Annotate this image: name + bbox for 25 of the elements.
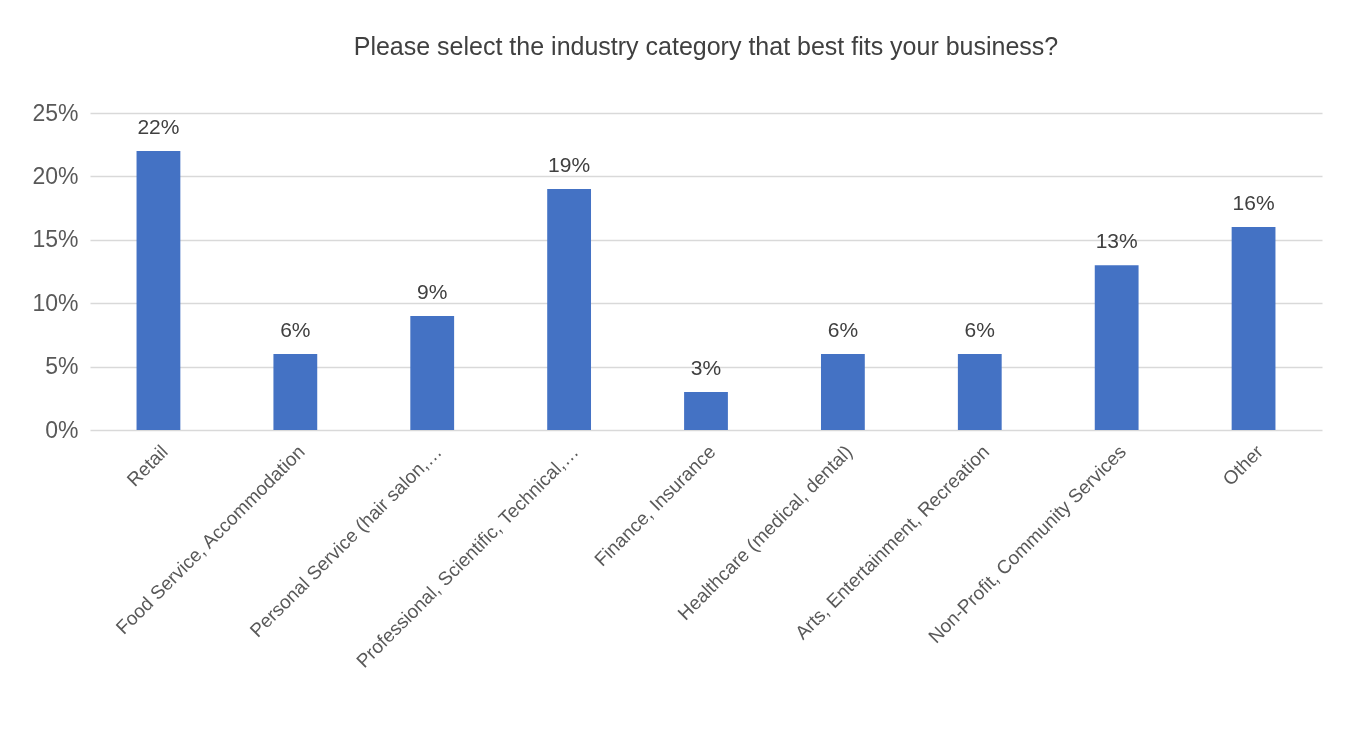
bar <box>820 353 865 430</box>
data-label: 3% <box>690 355 722 379</box>
bar <box>547 189 592 430</box>
data-label: 13% <box>1095 229 1138 253</box>
data-label: 6% <box>280 317 311 341</box>
data-label: 6% <box>964 317 995 341</box>
y-tick-label: 15% <box>32 226 79 253</box>
bar <box>684 391 728 430</box>
bar <box>1094 265 1139 430</box>
data-label: 6% <box>827 317 859 341</box>
chart-title: Please select the industry category that best fits your business? <box>353 32 1059 60</box>
bar <box>1231 227 1276 430</box>
data-label: 22% <box>137 115 180 139</box>
data-label: 19% <box>548 153 591 177</box>
y-tick-label: 5% <box>45 353 79 380</box>
y-tick-label: 0% <box>45 416 79 443</box>
data-label: 9% <box>417 279 448 303</box>
bar <box>273 353 318 430</box>
bar <box>136 151 181 430</box>
y-tick-label: 10% <box>32 289 79 316</box>
data-label: 16% <box>1232 191 1275 215</box>
bar <box>410 315 455 430</box>
y-tick-label: 20% <box>32 162 79 189</box>
y-tick-label: 25% <box>32 99 79 126</box>
bar <box>957 353 1002 430</box>
